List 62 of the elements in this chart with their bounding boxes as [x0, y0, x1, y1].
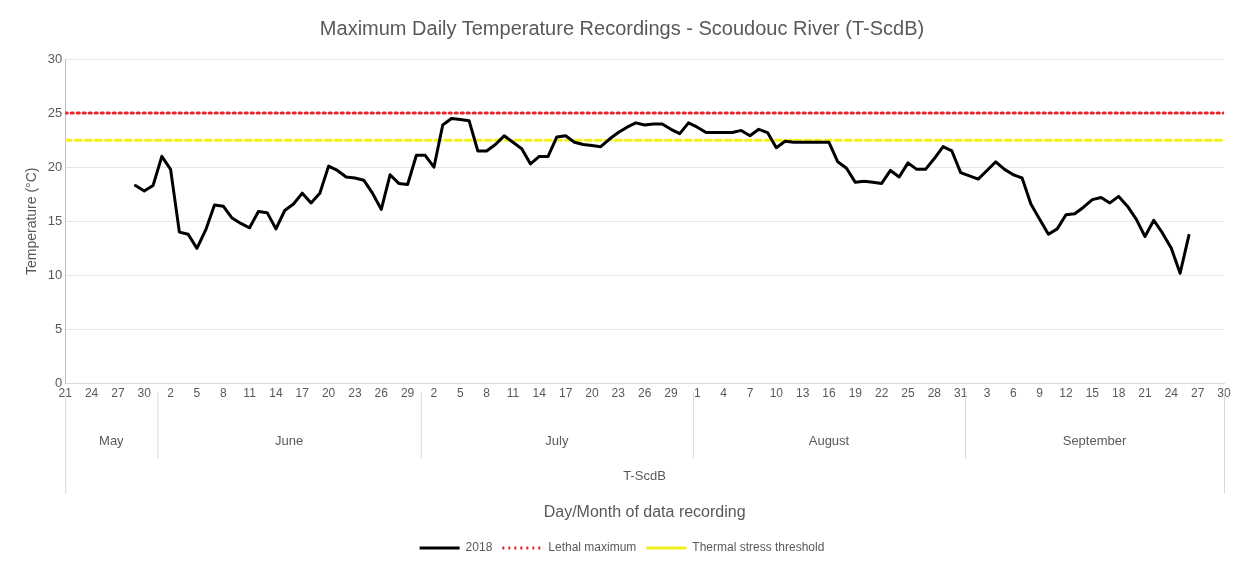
x-tick-label: 3: [983, 386, 991, 401]
x-tick-label: 24: [1164, 386, 1179, 401]
x-tick-label: 21: [1138, 386, 1152, 401]
x-tick-label: 17: [558, 386, 573, 401]
text: May: [99, 433, 125, 449]
x-tick-label: 23: [611, 386, 626, 401]
x-tick-label: 7: [746, 386, 754, 401]
x-tick-label: 17: [295, 386, 310, 401]
x-tick-label: 22: [874, 386, 889, 401]
legend-label: Thermal stress threshold: [692, 540, 825, 555]
x-tick-label: 2: [430, 386, 438, 401]
x-tick-label: 15: [1085, 386, 1100, 401]
x-tick-label: 10: [769, 386, 784, 401]
y-axis-title: Temperature (°C): [23, 167, 40, 276]
text: Day/Month of data recording: [543, 503, 746, 521]
text: T-ScdB: [623, 468, 666, 484]
x-tick-label: 13: [795, 386, 810, 401]
x-tick-label: 11: [243, 386, 257, 401]
chart-title: Maximum Daily Temperature Recordings - Scoudouc River (T-ScdB): [319, 16, 925, 39]
x-tick-label: 24: [84, 386, 99, 401]
text: August: [808, 433, 850, 449]
x-tick-label: 31: [953, 386, 968, 401]
x-tick-label: 28: [927, 386, 942, 401]
x-tick-label: 19: [848, 386, 863, 401]
x-tick-label: 2: [167, 386, 175, 401]
x-tick-label: 9: [1036, 386, 1044, 401]
x-tick-label: 29: [664, 386, 678, 401]
x-tick-label: 14: [532, 386, 547, 401]
y-tick-label: 10: [47, 266, 63, 282]
x-tick-label: 5: [193, 386, 201, 401]
x-tick-label: 11: [506, 386, 520, 401]
x-tick-label: 30: [137, 386, 152, 401]
x-tick-label: 8: [483, 386, 491, 401]
x-tick-label: 25: [901, 386, 915, 401]
text: September: [1062, 433, 1127, 449]
text: July: [545, 433, 569, 449]
y-tick-label: 20: [47, 158, 63, 174]
text: June: [275, 433, 304, 449]
x-tick-label: 29: [400, 386, 415, 401]
x-tick-label: 26: [637, 386, 652, 401]
x-tick-label: 16: [822, 386, 836, 401]
legend-label: Lethal maximum: [548, 540, 637, 555]
x-tick-label: 23: [348, 386, 362, 401]
x-tick-label: 27: [1190, 386, 1205, 401]
x-tick-label: 5: [456, 386, 464, 401]
x-tick-label: 12: [1059, 386, 1073, 401]
y-tick-label: 30: [47, 50, 63, 66]
x-tick-label: 1: [693, 386, 701, 401]
x-tick-label: 20: [321, 386, 336, 401]
x-tick-label: 4: [720, 386, 728, 401]
x-tick-label: 14: [269, 386, 283, 401]
x-tick-label: 6: [1009, 386, 1017, 401]
y-tick-label: 15: [47, 212, 63, 228]
x-tick-label: 8: [219, 386, 227, 401]
y-tick-label: 5: [55, 321, 63, 337]
legend-label: 2018: [465, 540, 493, 555]
x-tick-label: 27: [111, 386, 125, 401]
x-tick-label: 30: [1217, 386, 1231, 401]
x-tick-label: 20: [585, 386, 599, 401]
x-tick-label: 18: [1111, 386, 1126, 401]
y-tick-label: 25: [47, 104, 63, 120]
x-tick-label: 26: [374, 386, 389, 401]
